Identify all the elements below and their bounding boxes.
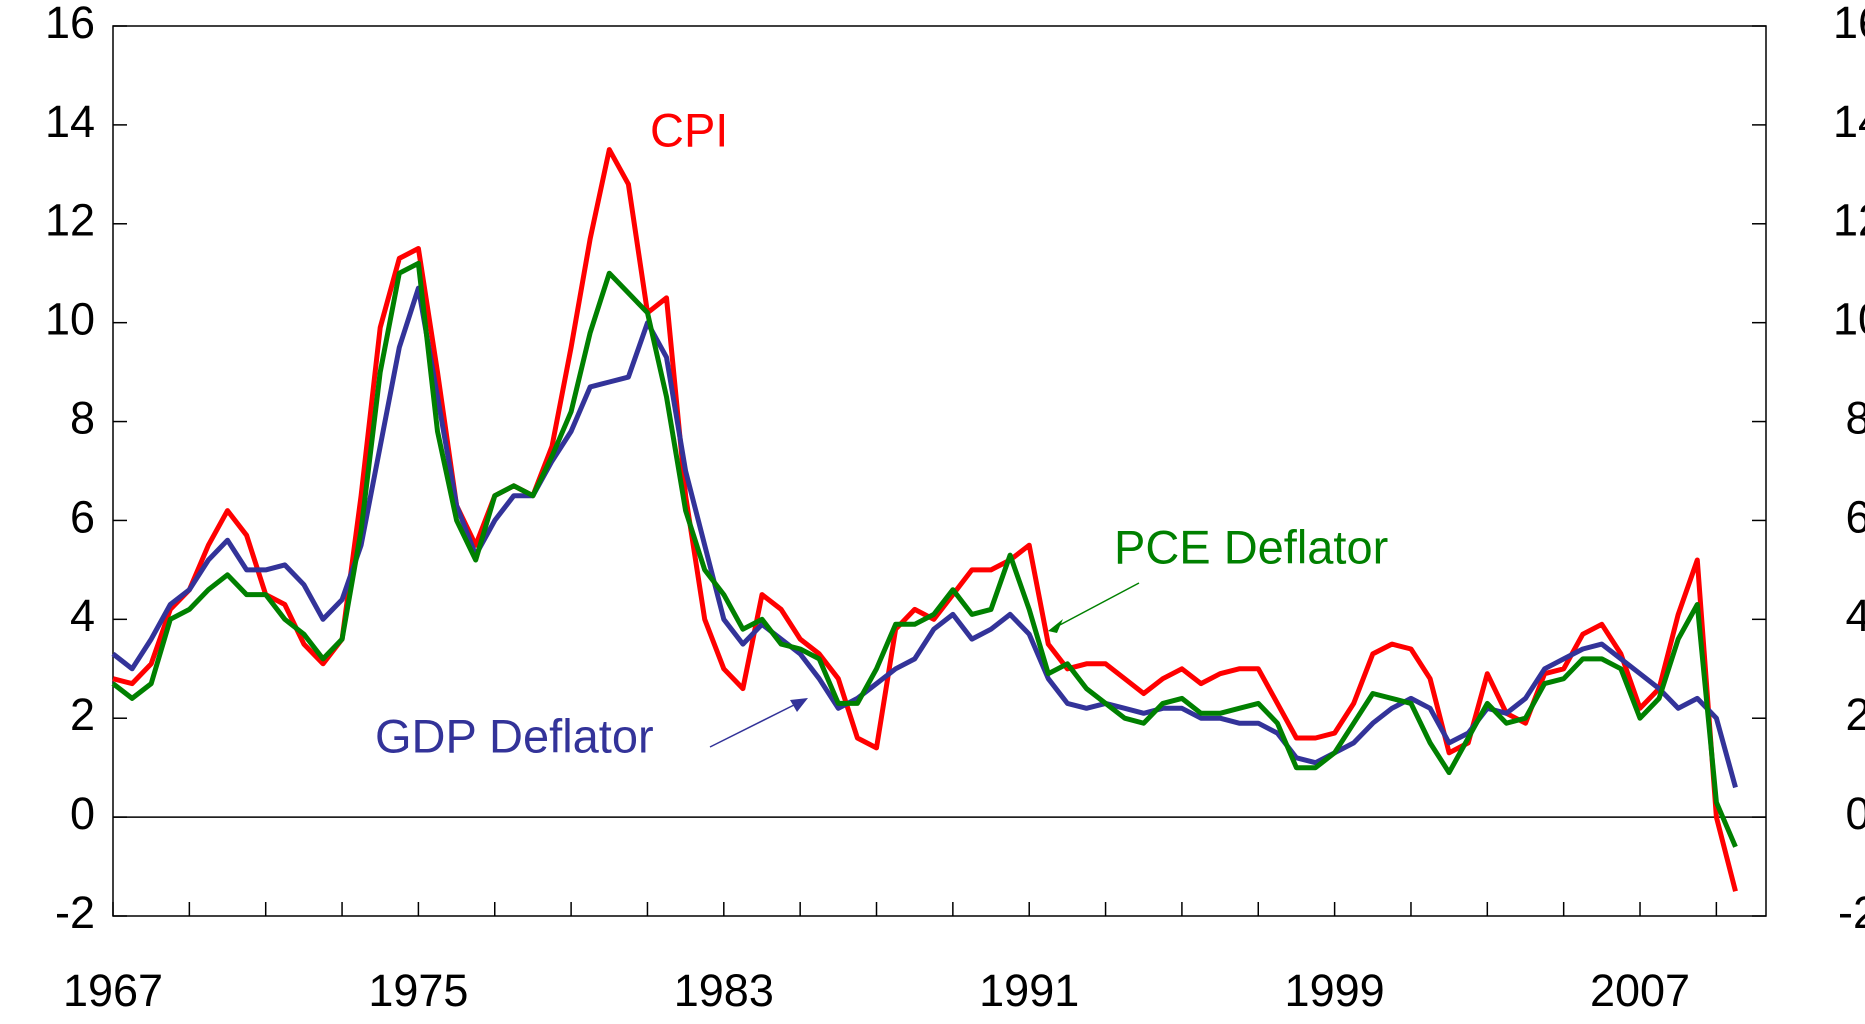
- series-line: [111, 260, 1738, 848]
- plot-frame: [112, 25, 1767, 917]
- series-label: GDP Deflator: [375, 709, 654, 762]
- series-label: PCE Deflator: [1114, 520, 1388, 573]
- y-tick-label: 10: [45, 294, 95, 345]
- y2-tick-label: 14: [1833, 96, 1865, 147]
- y-tick-label: 16: [45, 0, 95, 48]
- series-line: [112, 147, 1738, 892]
- y2-tick-label: 16: [1833, 0, 1865, 48]
- y2-tick-label: 12: [1833, 195, 1865, 246]
- pce-arrowhead: [1048, 619, 1063, 633]
- x-tick-label: 1975: [368, 965, 468, 1016]
- y-tick-label: 6: [70, 491, 95, 542]
- lines: [111, 147, 1738, 892]
- x-tick-label: 1991: [979, 965, 1079, 1016]
- pce-arrow: [1055, 582, 1140, 628]
- y-tick-label: 4: [70, 590, 95, 641]
- y2-tick-label: 0: [1845, 788, 1865, 839]
- gdp-arrowhead: [790, 698, 808, 712]
- y2-tick-label: 8: [1845, 392, 1865, 443]
- ticks: -2 0 2 4 6 8 10 12 14 16 -2 0 2 4 6 8 10 12 14 16 1967 1975 19…: [45, 0, 1865, 1016]
- x-tick-label: 1967: [63, 965, 163, 1016]
- x-tick-label: 1983: [674, 965, 774, 1016]
- x-tick-label: 1999: [1285, 965, 1385, 1016]
- y2-tick-label: 2: [1845, 689, 1865, 740]
- series-line: [111, 285, 1738, 789]
- x-tick-label: 2007: [1590, 965, 1690, 1016]
- y2-tick-label: 10: [1833, 294, 1865, 345]
- y2-tick-label: -2: [1838, 887, 1865, 938]
- y-tick-label: -2: [55, 887, 95, 938]
- y-tick-label: 12: [45, 195, 95, 246]
- y-tick-label: 14: [45, 96, 95, 147]
- y-tick-label: 2: [70, 689, 95, 740]
- y-tick-label: 8: [70, 392, 95, 443]
- y-tick-label: 0: [70, 788, 95, 839]
- y2-tick-label: 6: [1845, 491, 1865, 542]
- y2-tick-label: 4: [1845, 590, 1865, 641]
- series-label: CPI: [650, 103, 728, 156]
- gdp-arrow: [709, 701, 801, 748]
